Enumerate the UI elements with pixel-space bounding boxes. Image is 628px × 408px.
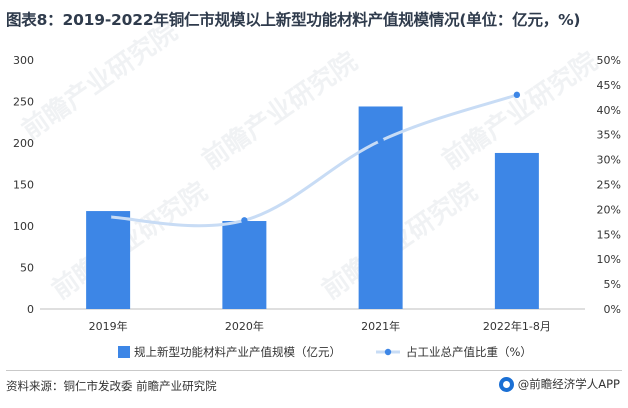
legend: 规上新型功能材料产业产值规模（亿元） 占工业总产值比重（%） <box>118 345 532 359</box>
bar <box>358 106 403 309</box>
brand-label: @前瞻经济学人APP <box>517 377 620 391</box>
left-tick-label: 50 <box>20 262 34 275</box>
left-tick-label: 300 <box>13 54 34 67</box>
bar <box>222 221 267 309</box>
legend-line-marker <box>384 348 392 356</box>
line-point <box>104 213 112 221</box>
left-tick-label: 0 <box>27 303 34 316</box>
legend-bar-swatch <box>118 346 130 358</box>
legend-line-label: 占工业总产值比重（%） <box>406 345 532 359</box>
watermark-text: 前瞻产业研究院 <box>196 46 363 176</box>
left-tick-label: 100 <box>13 220 34 233</box>
watermark-text: 前瞻产业研究院 <box>16 16 183 146</box>
line-path <box>108 93 518 228</box>
right-tick-label: 15% <box>597 228 621 241</box>
source-note: 资料来源：铜仁市发改委 前瞻产业研究院 <box>6 379 217 393</box>
right-tick-label: 35% <box>597 129 621 142</box>
right-tick-label: 45% <box>597 79 621 92</box>
right-tick-label: 25% <box>597 179 621 192</box>
line-series <box>104 91 521 228</box>
x-tick-label: 2019年 <box>89 319 128 333</box>
chart-title: 图表8：2019-2022年铜仁市规模以上新型功能材料产值规模情况(单位：亿元，… <box>6 11 581 29</box>
bar <box>86 211 131 309</box>
right-tick-label: 5% <box>604 278 621 291</box>
footer-divider <box>6 370 622 371</box>
right-tick-label: 30% <box>597 154 621 167</box>
line-point <box>241 217 248 224</box>
right-tick-label: 0% <box>604 303 621 316</box>
left-tick-label: 150 <box>13 179 34 192</box>
right-tick-label: 40% <box>597 104 621 117</box>
brand-logo-icon <box>498 376 514 392</box>
right-tick-label: 10% <box>597 253 621 266</box>
right-tick-label: 20% <box>597 203 621 216</box>
left-tick-label: 200 <box>13 137 34 150</box>
x-tick-label: 2020年 <box>225 319 264 333</box>
line-point <box>377 137 384 144</box>
legend-bar-label: 规上新型功能材料产业产值规模（亿元） <box>134 345 341 359</box>
right-tick-label: 50% <box>597 54 621 67</box>
x-axis: 2019年 2020年 2021年 2022年1-8月 <box>89 319 551 333</box>
left-tick-label: 250 <box>13 96 34 109</box>
line-point <box>513 91 521 99</box>
x-tick-label: 2021年 <box>361 319 400 333</box>
right-axis: 0% 5% 10% 15% 20% 25% 30% 35% 40% 45% 50% <box>597 54 621 316</box>
bar <box>494 152 539 309</box>
brand-credit: @前瞻经济学人APP <box>498 376 620 392</box>
x-tick-label: 2022年1-8月 <box>483 319 551 333</box>
left-axis: 0 50 100 150 200 250 300 <box>13 54 34 316</box>
